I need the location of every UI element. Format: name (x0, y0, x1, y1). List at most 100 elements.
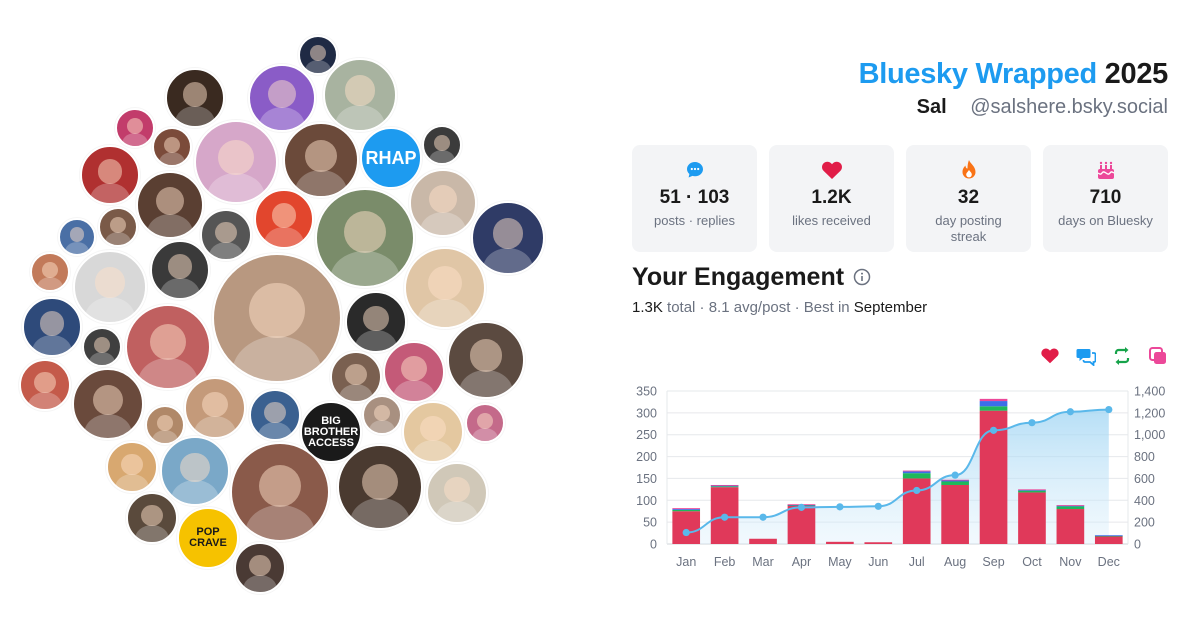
avatar[interactable] (82, 327, 122, 367)
avatar[interactable] (136, 171, 204, 239)
avatar-face (180, 452, 210, 482)
cumulative-point (913, 486, 921, 495)
avatar[interactable] (150, 240, 210, 300)
reply-icon[interactable] (1076, 346, 1097, 367)
avatar-body (245, 505, 315, 540)
avatar-face (141, 504, 163, 526)
avatar[interactable] (426, 462, 488, 524)
avatar[interactable] (165, 68, 225, 128)
avatar-face (361, 464, 399, 501)
avatar-face (305, 139, 337, 172)
cumulative-point (1066, 408, 1074, 416)
y-tick-left: 200 (636, 450, 657, 464)
avatar-label: BIG BROTHER ACCESS (303, 414, 359, 449)
y-tick-left: 0 (650, 538, 657, 552)
avatar[interactable] (471, 201, 545, 275)
avatar[interactable] (362, 395, 402, 435)
avatar[interactable] (230, 442, 330, 542)
avatar[interactable] (249, 389, 301, 441)
stat-value: 51 · 103 (659, 187, 730, 208)
avatar[interactable] (160, 436, 230, 506)
avatar[interactable] (447, 321, 525, 399)
avatar[interactable] (194, 120, 278, 204)
avatar-body (482, 247, 534, 273)
avatar-body (159, 152, 185, 165)
avatar[interactable] (323, 58, 397, 132)
flame-icon (906, 159, 1031, 181)
bar-segment (1018, 489, 1046, 491)
repost-icon[interactable] (1112, 346, 1132, 366)
avatar-body (305, 60, 331, 73)
bar-segment (1018, 489, 1046, 491)
avatar[interactable] (115, 108, 155, 148)
avatar-body (89, 182, 131, 203)
avatar[interactable] (73, 250, 147, 324)
cumulative-point (721, 513, 729, 521)
avatar[interactable] (106, 441, 158, 493)
avatar[interactable] (22, 297, 82, 357)
avatar-body (138, 358, 198, 388)
avatar[interactable] (465, 403, 505, 443)
bar-segment (672, 511, 701, 544)
avatar[interactable] (72, 368, 144, 440)
avatar[interactable] (422, 125, 462, 165)
y-axis-right: 0 200 400 600 800 1,000 1,200 1,400 (1134, 385, 1165, 552)
avatar[interactable] (337, 444, 423, 530)
bar-segment (1094, 535, 1123, 537)
avatar-face (157, 414, 173, 431)
avatar-body (152, 430, 178, 443)
bar-segment (1018, 490, 1046, 493)
avatar[interactable] (404, 247, 486, 329)
avatar[interactable] (345, 291, 407, 353)
stat-card-streak: 32 day posting streak (906, 145, 1031, 252)
y-tick-left: 300 (636, 406, 657, 420)
avatar[interactable] (80, 145, 140, 205)
y-tick-left: 150 (636, 472, 657, 486)
bar-segment (672, 509, 701, 512)
engagement-title: Your Engagement (632, 263, 845, 291)
engagement-summary-text: total · 8.1 avg/post · Best in (667, 299, 850, 316)
handle[interactable]: @salshere.bsky.social (970, 96, 1168, 118)
heart-icon[interactable] (1040, 346, 1060, 366)
avatar-body (174, 105, 216, 126)
avatar[interactable] (383, 341, 445, 403)
y-tick-left: 100 (636, 494, 657, 508)
avatar-face (469, 339, 503, 372)
avatar[interactable] (19, 359, 71, 411)
avatar[interactable] (283, 122, 359, 198)
engagement-total: 1.3K (632, 299, 663, 316)
avatar-face (110, 216, 126, 233)
stat-card-days: 710 days on Bluesky (1043, 145, 1168, 252)
info-icon[interactable] (853, 268, 871, 291)
quote-icon[interactable] (1148, 346, 1168, 366)
avatar[interactable] (234, 542, 286, 594)
avatar[interactable] (330, 351, 382, 403)
avatar[interactable] (98, 207, 138, 247)
avatar-face (164, 136, 180, 153)
avatar[interactable]: RHAP (360, 127, 422, 189)
avatar[interactable] (145, 405, 185, 445)
avatar[interactable] (126, 492, 178, 544)
avatar[interactable] (298, 35, 338, 75)
avatar[interactable] (315, 188, 415, 288)
avatar[interactable] (125, 304, 211, 390)
avatar[interactable]: POP CRAVE (177, 507, 239, 569)
cumulative-points (682, 405, 1113, 537)
avatar[interactable] (200, 209, 252, 261)
stat-label: days on Bluesky (1058, 213, 1153, 228)
avatar[interactable] (152, 127, 192, 167)
avatar[interactable] (212, 253, 342, 383)
avatar-body (263, 226, 305, 247)
avatar[interactable] (254, 189, 314, 249)
avatar-body (114, 473, 150, 491)
avatar[interactable] (184, 377, 246, 439)
avatar[interactable] (248, 64, 316, 132)
avatar-body (146, 213, 194, 237)
avatar[interactable] (58, 218, 96, 256)
x-tick: Nov (1059, 555, 1082, 569)
avatar[interactable] (30, 252, 70, 292)
y-tick-left: 50 (643, 516, 657, 530)
avatar[interactable] (409, 169, 477, 237)
avatar-body (338, 383, 374, 401)
avatar[interactable] (402, 401, 464, 463)
